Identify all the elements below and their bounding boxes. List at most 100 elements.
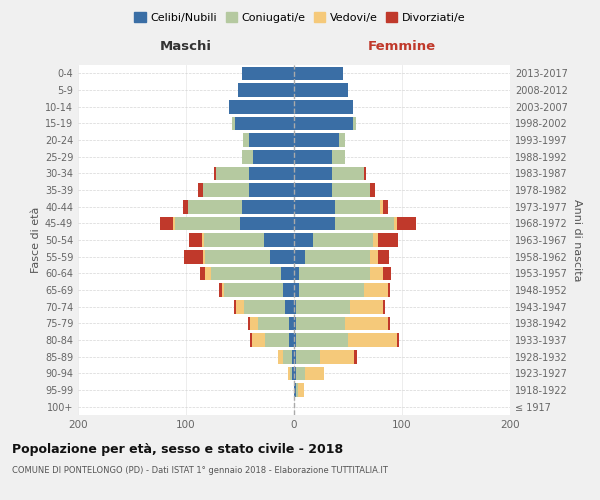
Bar xyxy=(313,233,373,247)
Bar xyxy=(355,350,356,364)
Bar xyxy=(383,200,388,213)
Bar xyxy=(238,83,294,97)
Bar xyxy=(290,366,292,380)
Bar xyxy=(289,333,294,347)
Bar xyxy=(216,166,248,180)
Bar xyxy=(265,333,289,347)
Bar xyxy=(287,366,290,380)
Bar xyxy=(175,216,240,230)
Y-axis label: Fasce di età: Fasce di età xyxy=(31,207,41,273)
Bar xyxy=(397,333,399,347)
Bar xyxy=(294,366,296,380)
Bar xyxy=(298,383,304,397)
Bar xyxy=(296,316,345,330)
Bar xyxy=(203,250,205,264)
Bar xyxy=(296,300,350,314)
Bar xyxy=(364,166,367,180)
Bar xyxy=(233,300,236,314)
Bar xyxy=(205,233,264,247)
Bar xyxy=(294,350,296,364)
Bar xyxy=(244,300,286,314)
Bar xyxy=(294,250,305,264)
Bar xyxy=(296,350,320,364)
Bar xyxy=(299,283,364,297)
Bar xyxy=(296,366,305,380)
Bar xyxy=(364,283,388,297)
Bar xyxy=(205,266,211,280)
Bar xyxy=(332,166,364,180)
Bar xyxy=(250,316,259,330)
Bar xyxy=(294,216,335,230)
Bar xyxy=(383,300,385,314)
Bar xyxy=(294,66,343,80)
Bar xyxy=(335,200,380,213)
Text: Femmine: Femmine xyxy=(368,40,436,54)
Bar xyxy=(294,100,353,114)
Bar xyxy=(383,266,391,280)
Bar xyxy=(259,316,289,330)
Bar xyxy=(294,200,335,213)
Bar xyxy=(235,116,294,130)
Bar xyxy=(294,116,353,130)
Bar xyxy=(283,283,294,297)
Bar xyxy=(248,133,294,147)
Bar xyxy=(378,233,398,247)
Bar xyxy=(253,150,294,164)
Bar xyxy=(294,333,296,347)
Bar xyxy=(370,250,378,264)
Bar xyxy=(294,233,313,247)
Bar xyxy=(394,216,397,230)
Text: COMUNE DI PONTELONGO (PD) - Dati ISTAT 1° gennaio 2018 - Elaborazione TUTTITALIA: COMUNE DI PONTELONGO (PD) - Dati ISTAT 1… xyxy=(12,466,388,475)
Bar xyxy=(220,283,221,297)
Bar xyxy=(353,116,356,130)
Bar xyxy=(189,233,202,247)
Bar xyxy=(183,200,188,213)
Y-axis label: Anni di nascita: Anni di nascita xyxy=(572,198,582,281)
Bar xyxy=(289,316,294,330)
Bar xyxy=(294,266,299,280)
Bar xyxy=(200,266,205,280)
Legend: Celibi/Nubili, Coniugati/e, Vedovi/e, Divorziati/e: Celibi/Nubili, Coniugati/e, Vedovi/e, Di… xyxy=(130,8,470,28)
Bar xyxy=(294,150,332,164)
Bar xyxy=(203,183,248,197)
Bar xyxy=(294,133,340,147)
Bar xyxy=(348,333,397,347)
Bar xyxy=(294,283,299,297)
Bar xyxy=(214,166,216,180)
Bar xyxy=(248,316,250,330)
Bar xyxy=(229,100,294,114)
Bar xyxy=(281,266,294,280)
Bar xyxy=(224,283,283,297)
Bar xyxy=(335,216,394,230)
Bar xyxy=(242,150,253,164)
Bar xyxy=(380,200,383,213)
Bar xyxy=(294,316,296,330)
Bar xyxy=(305,250,370,264)
Bar xyxy=(160,216,173,230)
Bar xyxy=(270,250,294,264)
Bar xyxy=(248,166,294,180)
Bar xyxy=(370,266,383,280)
Bar xyxy=(345,316,388,330)
Bar xyxy=(198,183,203,197)
Bar xyxy=(294,83,348,97)
Bar xyxy=(350,300,383,314)
Text: Popolazione per età, sesso e stato civile - 2018: Popolazione per età, sesso e stato civil… xyxy=(12,442,343,456)
Bar xyxy=(283,350,292,364)
Bar xyxy=(332,183,370,197)
Bar xyxy=(240,216,294,230)
Text: Maschi: Maschi xyxy=(160,40,212,54)
Bar xyxy=(184,250,203,264)
Bar xyxy=(388,283,390,297)
Bar xyxy=(294,166,332,180)
Bar xyxy=(252,333,265,347)
Bar xyxy=(188,200,242,213)
Bar xyxy=(332,150,345,164)
Bar xyxy=(243,133,248,147)
Bar xyxy=(388,316,390,330)
Bar xyxy=(242,66,294,80)
Bar xyxy=(232,116,235,130)
Bar xyxy=(242,200,294,213)
Bar xyxy=(248,183,294,197)
Bar xyxy=(373,233,378,247)
